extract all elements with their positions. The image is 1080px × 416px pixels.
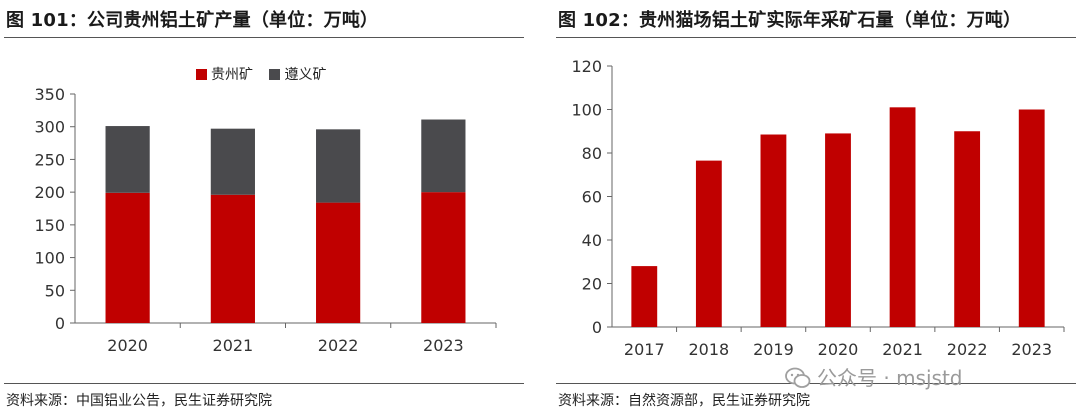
bar-chart: 0 20 40 60 80 100 120 2017 2018 2019 2020 2021 2022 2… (571, 57, 1065, 359)
bar-2021-series-1 (210, 128, 255, 195)
y-tick-label: 300 (34, 118, 65, 137)
x-tick-label: 2021 (882, 340, 923, 359)
bar-2022-series-0 (954, 131, 981, 327)
y-tick-label: 100 (571, 101, 602, 120)
x-tick-label: 2017 (624, 340, 665, 359)
chart-legend: 贵州矿 遵义矿 (196, 64, 338, 84)
y-tick-label: 120 (571, 57, 602, 76)
source-rule (4, 383, 524, 384)
watermark: 公众号 · msjstd (785, 362, 963, 391)
y-tick-label: 150 (34, 216, 65, 235)
bar-2017-series-0 (631, 266, 658, 327)
legend-label-guizhou: 贵州矿 (211, 67, 253, 83)
x-tick-label: 2020 (818, 340, 859, 359)
y-tick-label: 80 (582, 144, 602, 163)
y-tick-label: 40 (582, 231, 602, 250)
bar-2020-series-0 (105, 192, 150, 323)
figure-title: 图 101：公司贵州铝土矿产量（单位：万吨） (6, 10, 379, 31)
y-tick-label: 250 (34, 150, 65, 169)
source-rule (556, 383, 1076, 384)
title-rule (4, 37, 524, 38)
x-tick-label: 2022 (318, 336, 359, 355)
bar-2019-series-0 (760, 134, 787, 327)
legend-item-zunyi: 遵义矿 (269, 67, 326, 83)
x-tick-label: 2019 (753, 340, 794, 359)
bar-2023-series-0 (1018, 109, 1045, 327)
bar-2021-series-0 (210, 194, 255, 323)
figure-title: 图 102：贵州猫场铝土矿实际年采矿石量（单位：万吨） (558, 10, 1022, 31)
legend-swatch-zunyi (269, 69, 281, 80)
y-tick-label: 0 (592, 318, 602, 337)
y-tick-label: 0 (55, 314, 65, 333)
bar-2022-series-0 (316, 202, 361, 323)
bar-2020-series-1 (105, 126, 150, 193)
bar-2021-series-0 (889, 107, 916, 327)
x-tick-label: 2020 (107, 336, 148, 355)
source-note: 资料来源：自然资源部，民生证券研究院 (558, 393, 810, 409)
y-tick-label: 200 (34, 183, 65, 202)
title-rule (556, 37, 1076, 38)
watermark-text: 公众号 · msjstd (817, 366, 963, 390)
stacked-bar-chart: 0 50 100 150 200 250 300 350 2020 2021 2022 2023 (34, 85, 497, 355)
x-tick-label: 2018 (688, 340, 729, 359)
figure-102: 图 102：贵州猫场铝土矿实际年采矿石量（单位：万吨） 0 20 40 60 80 100… (552, 0, 1080, 416)
bar-2022-series-1 (316, 129, 361, 203)
legend-item-guizhou: 贵州矿 (196, 67, 253, 83)
x-tick-label: 2022 (947, 340, 988, 359)
x-tick-label: 2023 (1011, 340, 1052, 359)
x-tick-label: 2021 (213, 336, 254, 355)
legend-swatch-guizhou (196, 69, 207, 80)
figure-101: 图 101：公司贵州铝土矿产量（单位：万吨） 贵州矿 遵义矿 0 50 100 150… (0, 0, 528, 416)
y-tick-label: 60 (582, 188, 602, 207)
legend-label-zunyi: 遵义矿 (284, 67, 327, 83)
y-tick-label: 20 (582, 275, 602, 294)
source-note: 资料来源：中国铝业公告，民生证券研究院 (6, 393, 272, 409)
y-tick-label: 350 (34, 85, 65, 104)
bar-2018-series-0 (695, 160, 722, 327)
bar-2023-series-0 (421, 192, 466, 323)
y-tick-label: 50 (45, 281, 65, 300)
y-tick-label: 100 (34, 249, 65, 268)
bar-2020-series-0 (825, 133, 851, 327)
bar-2023-series-1 (421, 119, 466, 193)
wechat-icon (785, 367, 811, 388)
x-tick-label: 2023 (423, 336, 464, 355)
